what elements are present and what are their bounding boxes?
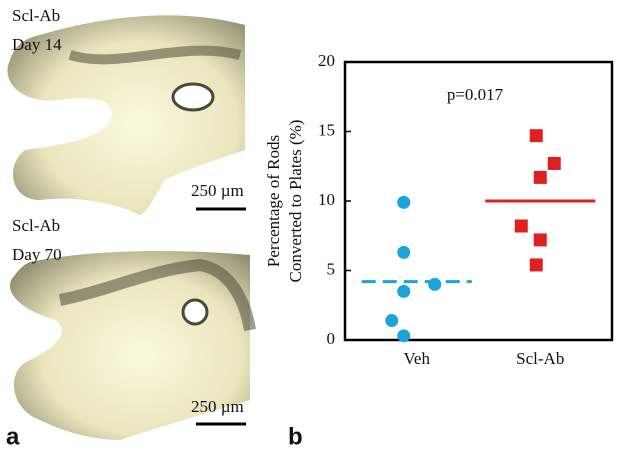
panel-label: b <box>288 423 303 450</box>
y-tick-label: 10 <box>318 190 335 209</box>
point <box>397 196 410 209</box>
image-label: Scl-Ab <box>12 216 60 235</box>
x-tick-label: Scl-Ab <box>516 349 564 368</box>
point <box>428 278 441 291</box>
point <box>548 157 561 170</box>
x-tick-label: Veh <box>404 349 431 368</box>
scale-label: 250 µm <box>191 181 244 200</box>
y-tick-label: 15 <box>318 120 335 139</box>
point <box>515 220 528 233</box>
point <box>397 285 410 298</box>
point <box>534 233 547 246</box>
scale-label: 250 µm <box>191 397 244 416</box>
y-axis-label: Percentage of Rods <box>264 135 283 267</box>
figure: Scl-Ab Day 14 250 µm Scl-Ab Day 70 250 µ… <box>0 0 618 454</box>
image-label: Day 70 <box>12 245 62 264</box>
y-tick-label: 5 <box>327 259 336 278</box>
point <box>530 129 543 142</box>
point <box>397 246 410 259</box>
bone-hole <box>173 84 213 110</box>
point <box>397 329 410 342</box>
y-tick-label: 0 <box>327 329 336 348</box>
point <box>534 171 547 184</box>
image-label: Day 14 <box>12 35 62 54</box>
annotation: p=0.017 <box>447 85 504 104</box>
panel-label: a <box>6 423 20 450</box>
y-axis-label: Converted to Plates (%) <box>286 120 305 283</box>
point <box>385 314 398 327</box>
point <box>530 258 543 271</box>
bone-hole <box>183 300 207 324</box>
y-tick-label: 20 <box>318 51 335 70</box>
image-label: Scl-Ab <box>12 6 60 25</box>
